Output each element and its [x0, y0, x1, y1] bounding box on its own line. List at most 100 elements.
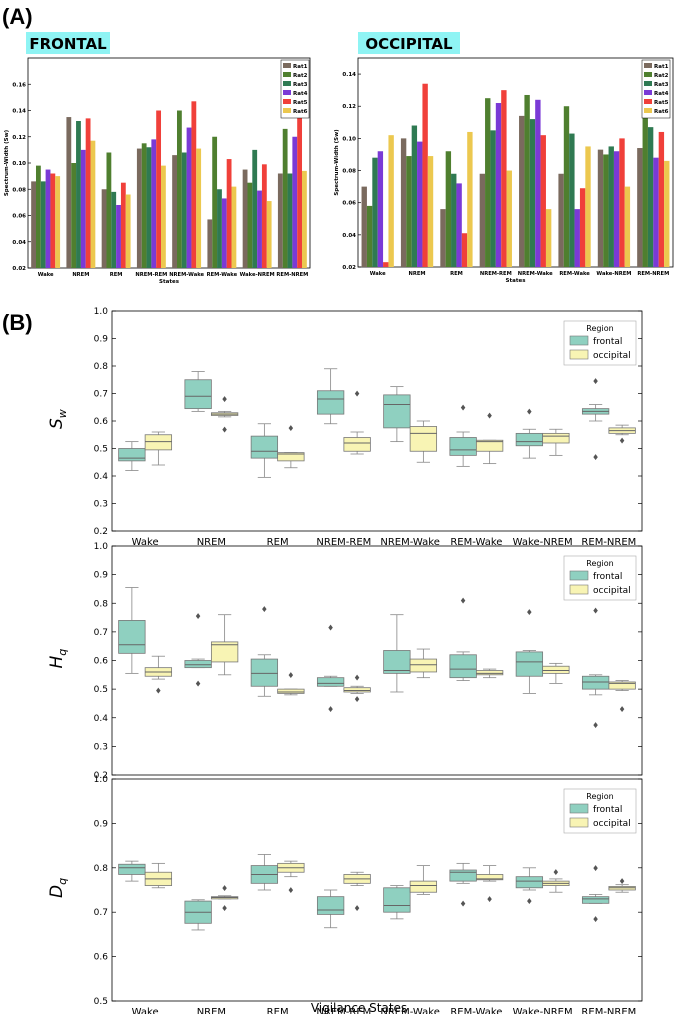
- box2-xtick-label-nrem-wake: NREM-Wake: [380, 1007, 440, 1014]
- frontal-legend-swatch-rat3: [283, 81, 291, 86]
- box1-frontal-nrem-outlier-1: ♦: [195, 679, 202, 688]
- frontal-bar-rem-nrem-rat2: [282, 128, 288, 268]
- frontal-bar-wake-rat1: [31, 181, 36, 268]
- box2-frontal-wake-nrem: ♦: [515, 867, 544, 906]
- occipital-legend-label-rat3: Rat3: [654, 82, 669, 88]
- box2-xtick-label-rem-wake: REM-Wake: [450, 1007, 502, 1014]
- occipital-legend-label-rat4: Rat4: [654, 91, 669, 97]
- occipital-bar-nrem-wake-rat5: [540, 135, 546, 267]
- box0-ytick-label-0: 0.2: [94, 527, 108, 537]
- box0-occipital-nrem-rem-outlier-0: ♦: [354, 390, 361, 399]
- box1-occipital-nrem-rem-outlier-0: ♦: [354, 674, 361, 683]
- occipital-legend-swatch-rat3: [644, 81, 652, 86]
- box1-occipital-nrem: [210, 614, 239, 676]
- occipital-bar-rem-wake-rat3: [569, 133, 575, 267]
- frontal-bar-nrem-wake-rat4: [186, 127, 192, 268]
- box1-frontal-rem-nrem-outlier-0: ♦: [592, 606, 599, 615]
- occipital-bar-rem-rat5: [461, 233, 468, 267]
- occipital-bar-rem-rat6: [467, 131, 473, 267]
- box2-ytick-label-2: 0.7: [94, 908, 108, 918]
- box1-occipital-wake-outlier-0: ♦: [155, 687, 162, 696]
- occipital-bar-rem-wake-rat4: [574, 209, 580, 267]
- occipital-bar-nrem-rem-rat1: [479, 173, 486, 267]
- box2-xtick-label-wake: Wake: [132, 1007, 159, 1014]
- box0-legend-label-frontal: frontal: [593, 337, 622, 347]
- occipital-bar-rem-nrem-rat2: [642, 117, 648, 267]
- box1-frontal-nrem-box: [184, 660, 212, 669]
- occipital-bar-nrem-rem-rat2: [485, 98, 491, 267]
- frontal-bar-wake-rat5: [50, 173, 56, 268]
- box2-frontal-rem-nrem: ♦♦: [581, 864, 610, 924]
- frontal-legend-label-rat6: Rat6: [293, 109, 308, 115]
- box0-occipital-wake: [144, 431, 173, 466]
- frontal-bar-nrem-wake-rat3: [181, 152, 187, 268]
- box0-xtick-label-rem-wake: REM-Wake: [450, 537, 502, 548]
- frontal-ytick-label-7: 0.16: [12, 82, 26, 88]
- occipital-legend-swatch-rat5: [644, 99, 652, 104]
- box2-ytick-label-3: 0.8: [94, 864, 109, 874]
- box2-occipital-nrem-wake: [409, 865, 438, 895]
- box1-frontal-nrem-wake: [383, 614, 411, 693]
- box2-occipital-wake-nrem: ♦: [542, 868, 570, 893]
- box0-frontal-wake-nrem-box: [515, 432, 544, 447]
- box2-occipital-nrem-rem-outlier-0: ♦: [354, 904, 361, 913]
- frontal-bar-nrem-rem-rat5: [156, 110, 162, 268]
- occipital-bar-nrem-rat1: [400, 138, 407, 267]
- frontal-legend: Rat1 Rat2 Rat3 Rat4 Rat5 Rat6: [280, 59, 310, 119]
- box0-frontal-wake-box: [118, 448, 146, 462]
- frontal-bar-rem-nrem-rat1: [277, 173, 283, 268]
- frontal-bar-rem-rat1: [101, 189, 107, 268]
- occipital-bar-wake-nrem-rat2: [603, 154, 609, 267]
- frontal-bar-nrem-rem-rat6: [161, 165, 166, 268]
- box1-frontal-rem-outlier-0: ♦: [261, 605, 268, 614]
- box0-occipital-rem: ♦: [277, 424, 305, 469]
- frontal-ytick-label-3: 0.08: [12, 187, 26, 193]
- box1-ytick-label-5: 0.7: [94, 628, 108, 638]
- occipital-ytick-label-1: 0.04: [342, 233, 356, 239]
- panel-b-label: (B): [2, 310, 33, 335]
- occipital-bar-rem-wake-rat2: [563, 106, 570, 267]
- frontal-xtick-label-rem-nrem: REM-NREM: [276, 272, 308, 278]
- box2-occipital-rem-nrem: ♦: [608, 877, 636, 893]
- box0-occipital-rem-box: [277, 452, 305, 462]
- occipital-bar-chart: OCCIPITAL 0.02 0.04 0.06 0.08 0.10 0.12 0.14 Spe…: [334, 32, 674, 284]
- box2-xtick-label-nrem-rem: NREM-REM: [316, 1007, 371, 1014]
- box1-ytick-label-8: 1.0: [94, 542, 109, 552]
- box2-ytick-label-1: 0.6: [94, 953, 109, 963]
- box2-occipital-nrem-rem: ♦: [343, 871, 371, 913]
- box0-frontal-nrem-rem: [316, 368, 345, 425]
- frontal-legend-label-rat1: Rat1: [293, 64, 308, 70]
- frontal-bar-rem-nrem-rat6: [302, 170, 307, 268]
- frontal-ytick-label-2: 0.06: [12, 214, 26, 220]
- frontal-xtick-label-wake-nrem: Wake-NREM: [240, 272, 275, 278]
- frontal-xtick-label-rem-wake: REM-Wake: [207, 272, 238, 278]
- occipital-title-bg: [358, 32, 460, 54]
- box1-legend-swatch-frontal: [569, 570, 589, 581]
- frontal-bar-wake-nrem-rat3: [252, 149, 258, 268]
- occipital-bar-wake-rat6: [388, 135, 394, 267]
- box0-xtick-label-rem: REM: [267, 537, 289, 548]
- box1-frontal-nrem: ♦♦: [184, 612, 212, 688]
- frontal-legend-label-rat4: Rat4: [293, 91, 308, 97]
- box1-occipital-rem-wake: [475, 668, 504, 679]
- frontal-legend-label-rat3: Rat3: [293, 82, 308, 88]
- box0-occipital-nrem-outlier-0: ♦: [221, 395, 228, 404]
- box1-frontal-rem-box: [250, 658, 279, 687]
- frontal-legend-swatch-rat4: [283, 90, 291, 95]
- box0-ylabel: Sw: [47, 409, 69, 429]
- box1-occipital-nrem-rem-outlier-1: ♦: [354, 695, 361, 704]
- box0-occipital-wake-box: [144, 434, 173, 451]
- frontal-bar-nrem-rat2: [71, 163, 77, 268]
- frontal-bar-rem-wake-rat6: [231, 186, 237, 268]
- occipital-bar-wake-nrem-rat1: [597, 149, 604, 267]
- frontal-bar-wake-nrem-rat6: [266, 201, 272, 268]
- box2-frontal-rem-wake-box: [449, 869, 477, 882]
- box0-occipital-nrem-rem-box: [343, 437, 371, 452]
- frontal-title-bg: [26, 32, 110, 54]
- box2-frontal-wake-box: [118, 863, 146, 875]
- occipital-ytick-label-2: 0.06: [342, 201, 356, 207]
- occipital-bar-nrem-rat4: [417, 141, 423, 267]
- box2-ytick-label-0: 0.5: [94, 997, 108, 1007]
- box1-frontal-rem-nrem: ♦♦: [581, 606, 610, 730]
- box1-frontal-rem-wake: ♦: [449, 596, 477, 681]
